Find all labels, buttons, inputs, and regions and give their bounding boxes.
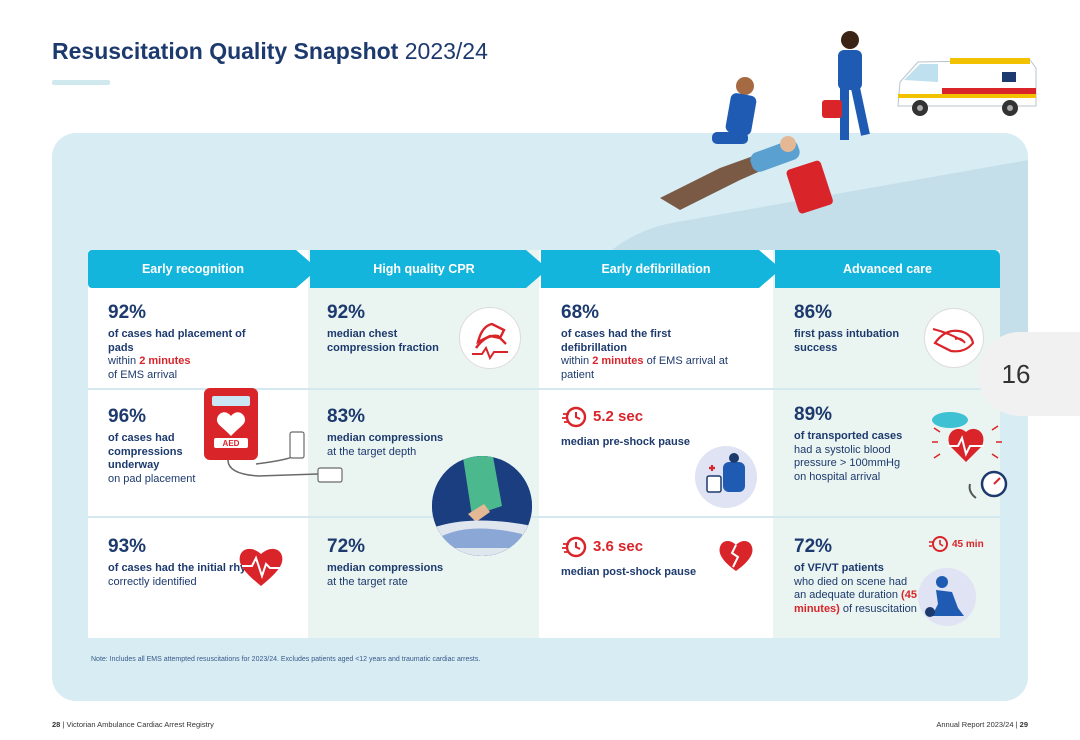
snapshot-table: Early recognition Advanced care Early de… [88,250,1008,638]
stat-compression-depth: 83% median compressions at the target de… [327,406,477,459]
row-divider [88,388,1000,390]
timer-value: 45 min [952,538,984,550]
header-early-defibrillation: Early defibrillation [541,250,781,288]
header-high-quality-cpr: High quality CPR [310,250,548,288]
broken-heart-icon [719,541,753,571]
stat-intubation-success: 86% first pass intubation success [794,302,924,355]
defib-staff-icon [695,446,757,508]
stat-label: of cases had placement of pads [108,328,246,354]
aed-device-illustration: AED [204,388,343,483]
stat-value: 83% [327,406,366,427]
stat-pads-placement: 92% of cases had placement of pads withi… [108,302,268,382]
highlight: 2 minutes [139,355,191,367]
highlight: 2 minutes [592,355,644,367]
highlight: (45 minutes) [794,589,917,615]
page-number-badge: 16 [978,332,1080,416]
stat-value: 96% [108,406,147,427]
stat-compression-fraction: 92% median chest compression fraction [327,302,447,355]
page-title: Resuscitation Quality Snapshot 2023/24 [52,38,488,65]
stat-value: 5.2 sec [593,407,644,425]
timer-icon [562,406,587,428]
timer-45-min: 45 min [928,534,984,554]
footer-right: Annual Report 2023/24 | 29 [936,720,1028,729]
cpr-person-icon [918,568,976,626]
stat-initial-rhythm: 93% of cases had the initial rhythm corr… [108,536,267,588]
page-title-year: 2023/24 [404,38,488,64]
heart-rhythm-icon [239,548,283,586]
stat-value: 89% [794,404,833,425]
stat-label: median pre-shock pause [561,436,690,448]
footer-left-page: 28 [52,720,61,729]
stat-label: of cases had the first defibrillation [561,328,672,354]
timer-icon [562,536,587,558]
heart-bp-icon [932,412,1008,499]
stat-compressions-underway: 96% of cases had compressions underway o… [108,406,208,486]
cpr-illustration [432,456,532,556]
stat-value: 86% [794,302,833,323]
stat-label: of transported cases [794,430,903,442]
stat-systolic-bp: 89% of transported cases had a systolic … [794,404,914,484]
stat-value: 3.6 sec [593,537,644,555]
cpr-hands-icon [459,307,521,369]
intubation-icon [924,308,984,368]
stat-compression-rate: 72% median compressions at the target ra… [327,536,477,589]
ambulance-illustration [897,58,1037,116]
header-early-recognition: Early recognition [88,250,318,288]
stat-label: first pass intubation success [794,328,900,354]
header-advanced-care: Advanced care [775,250,1000,288]
footer-right-page: 29 [1019,720,1028,729]
stat-value: 72% [327,536,366,557]
footnote: Note: Includes all EMS attempted resusci… [91,656,481,663]
row-divider [88,516,1000,518]
stat-value: 92% [327,302,366,323]
stat-label: of cases had the initial rhythm [108,562,267,574]
stat-label: of cases had compressions underway [108,432,183,471]
stat-value: 68% [561,302,600,323]
page-title-bold: Resuscitation Quality Snapshot [52,38,399,64]
stat-label: median compressions [327,432,444,444]
stat-first-defibrillation: 68% of cases had the first defibrillatio… [561,302,731,382]
aed-label: AED [223,439,240,448]
stat-label: median compressions [327,562,444,574]
footer-right-title: Annual Report 2023/24 [936,720,1014,729]
stat-resuscitation-duration: 72% of VF/VT patients who died on scene … [794,536,917,615]
stat-value: 72% [794,536,833,557]
column-early-defibrillation [539,250,773,638]
footer-left: 28 | Victorian Ambulance Cardiac Arrest … [52,720,214,729]
stat-label: of VF/VT patients [794,562,884,574]
stat-label: median post-shock pause [561,566,697,578]
stat-post-shock-pause: 3.6 sec median post-shock pause [561,534,731,580]
paramedics-illustration [660,31,870,214]
stat-value: 92% [108,302,147,323]
stat-pre-shock-pause: 5.2 sec median pre-shock pause [561,404,731,450]
stat-value: 93% [108,536,147,557]
title-underline [52,80,110,85]
footer-left-title: Victorian Ambulance Cardiac Arrest Regis… [66,720,214,729]
stat-label: median chest compression fraction [327,328,439,354]
timer-icon [929,536,948,552]
